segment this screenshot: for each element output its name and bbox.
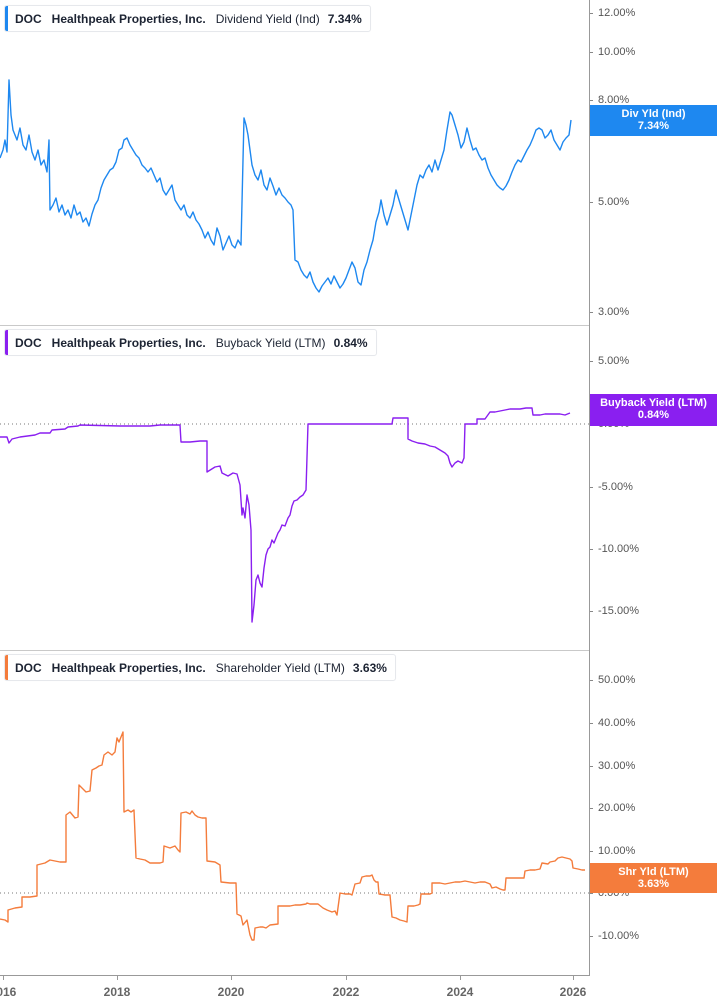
legend-metric: Dividend Yield (Ind) (215, 11, 320, 26)
shareholder-yield-legend: DOC Healthpeak Properties, Inc. Sharehol… (4, 654, 396, 681)
legend-company: Healthpeak Properties, Inc. (51, 11, 206, 26)
y-tick (590, 936, 593, 937)
legend-color-bar (5, 6, 8, 31)
buyback-yield-panel: DOC Healthpeak Properties, Inc. Buyback … (0, 325, 717, 650)
buyback-yield-chart[interactable] (0, 325, 590, 650)
buyback-yield-legend: DOC Healthpeak Properties, Inc. Buyback … (4, 329, 377, 356)
dividend-yield-legend: DOC Healthpeak Properties, Inc. Dividend… (4, 5, 371, 32)
x-axis (0, 975, 590, 976)
buyback-yield-line (0, 407, 571, 623)
legend-company: Healthpeak Properties, Inc. (51, 335, 206, 350)
y-tick (590, 361, 593, 362)
badge-value: 7.34% (637, 120, 670, 132)
x-tick (573, 975, 574, 980)
buyback-yield-value-badge: Buyback Yield (LTM) 0.84% (590, 394, 717, 426)
y-tick (590, 611, 593, 612)
x-tick-label: 2026 (559, 985, 587, 999)
x-tick (117, 975, 118, 980)
y-tick-label: 5.00% (598, 355, 630, 367)
y-tick (590, 680, 593, 681)
y-tick (590, 893, 593, 894)
y-tick-label: 20.00% (598, 802, 636, 814)
y-tick-label: 30.00% (598, 760, 636, 772)
y-tick-label: 3.00% (598, 306, 630, 318)
legend-color-bar (5, 655, 8, 680)
y-axis-line (589, 325, 590, 650)
x-tick (460, 975, 461, 980)
badge-value: 3.63% (637, 878, 670, 890)
y-tick-label: 8.00% (598, 94, 630, 106)
y-tick (590, 312, 593, 313)
y-tick-label: 10.00% (598, 46, 636, 58)
shareholder-yield-value-badge: Shr Yld (LTM) 3.63% (590, 863, 717, 893)
y-tick-label: 50.00% (598, 674, 636, 686)
legend-metric: Buyback Yield (LTM) (215, 335, 326, 350)
legend-value: 3.63% (352, 660, 387, 675)
y-tick-label: -15.00% (598, 605, 639, 617)
y-tick (590, 13, 593, 14)
x-tick-label: 2024 (446, 985, 474, 999)
shareholder-yield-panel: DOC Healthpeak Properties, Inc. Sharehol… (0, 650, 717, 975)
y-tick-label: 40.00% (598, 717, 636, 729)
x-axis-right-corner (589, 970, 590, 976)
y-tick (590, 851, 593, 852)
panel-divider (0, 325, 590, 326)
x-tick-label: 2022 (332, 985, 360, 999)
y-tick (590, 487, 593, 488)
shareholder-yield-line (0, 731, 585, 941)
dividend-yield-line (0, 79, 572, 293)
y-tick-label: -10.00% (598, 543, 639, 555)
y-tick (590, 100, 593, 101)
legend-ticker: DOC (15, 11, 42, 26)
x-tick-label: 2018 (103, 985, 131, 999)
legend-metric: Shareholder Yield (LTM) (215, 660, 345, 675)
y-tick-label: -5.00% (598, 481, 633, 493)
x-tick (346, 975, 347, 980)
x-tick-label: 2016 (0, 985, 17, 999)
badge-label: Buyback Yield (LTM) (600, 397, 707, 409)
legend-ticker: DOC (15, 660, 42, 675)
y-tick (590, 808, 593, 809)
y-tick (590, 766, 593, 767)
y-tick (590, 52, 593, 53)
y-tick (590, 202, 593, 203)
panel-divider (0, 650, 590, 651)
y-axis-line (589, 0, 590, 325)
y-tick-label: 12.00% (598, 7, 636, 19)
legend-company: Healthpeak Properties, Inc. (51, 660, 206, 675)
dividend-yield-chart[interactable] (0, 0, 590, 325)
legend-ticker: DOC (15, 335, 42, 350)
y-tick (590, 549, 593, 550)
x-tick-label: 2020 (217, 985, 245, 999)
y-tick (590, 723, 593, 724)
badge-label: Shr Yld (LTM) (618, 866, 689, 878)
y-axis-line (589, 650, 590, 975)
shareholder-yield-chart[interactable] (0, 650, 590, 975)
y-tick-label: -10.00% (598, 930, 639, 942)
y-tick-label: 10.00% (598, 845, 636, 857)
badge-label: Div Yld (Ind) (621, 108, 686, 120)
x-tick (231, 975, 232, 980)
dividend-yield-value-badge: Div Yld (Ind) 7.34% (590, 105, 717, 136)
dividend-yield-panel: DOC Healthpeak Properties, Inc. Dividend… (0, 0, 717, 325)
legend-value: 7.34% (327, 11, 362, 26)
badge-value: 0.84% (637, 409, 670, 421)
legend-color-bar (5, 330, 8, 355)
legend-value: 0.84% (333, 335, 368, 350)
y-tick-label: 5.00% (598, 196, 630, 208)
x-tick (3, 975, 4, 980)
